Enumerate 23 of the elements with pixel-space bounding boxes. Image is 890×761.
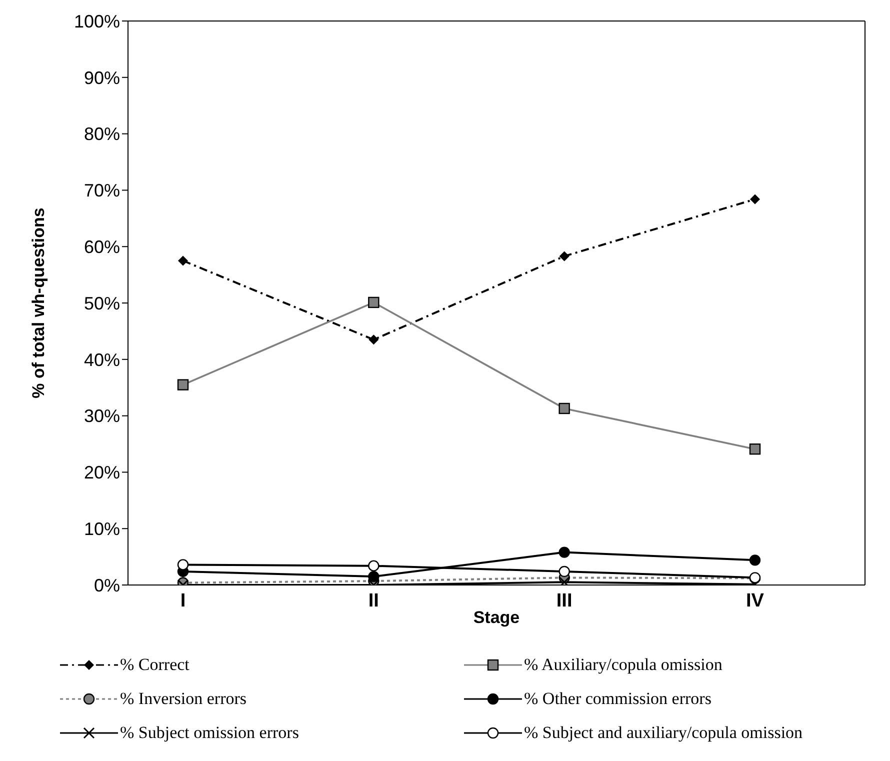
y-tick-label: 60% — [84, 236, 120, 257]
legend-label: % Inversion errors — [120, 689, 247, 709]
legend-label: % Other commission errors — [524, 689, 712, 709]
y-tick-label: 30% — [84, 406, 120, 426]
y-tick-label: 40% — [84, 350, 120, 370]
y-tick-label: 90% — [84, 68, 120, 88]
legend-label: % Correct — [120, 655, 190, 675]
x-axis-title: Stage — [473, 608, 520, 627]
y-tick-label: 80% — [84, 124, 120, 144]
legend-label: % Auxiliary/copula omission — [524, 655, 722, 675]
legend-label: % Subject and auxiliary/copula omission — [524, 723, 803, 743]
x-tick-label: III — [556, 590, 572, 612]
legend-label: % Subject omission errors — [120, 723, 299, 743]
y-tick-label: 100% — [74, 11, 120, 32]
y-tick-label: 70% — [84, 180, 120, 201]
y-tick-label: 20% — [84, 462, 120, 483]
y-axis-title: % of total wh-questions — [29, 208, 48, 398]
y-tick-label: 50% — [84, 293, 120, 314]
x-tick-label: II — [368, 590, 379, 612]
y-tick-label: 0% — [94, 575, 120, 596]
y-tick-label: 10% — [84, 518, 120, 539]
x-tick-label: I — [180, 590, 186, 612]
x-tick-label: IV — [746, 590, 764, 612]
